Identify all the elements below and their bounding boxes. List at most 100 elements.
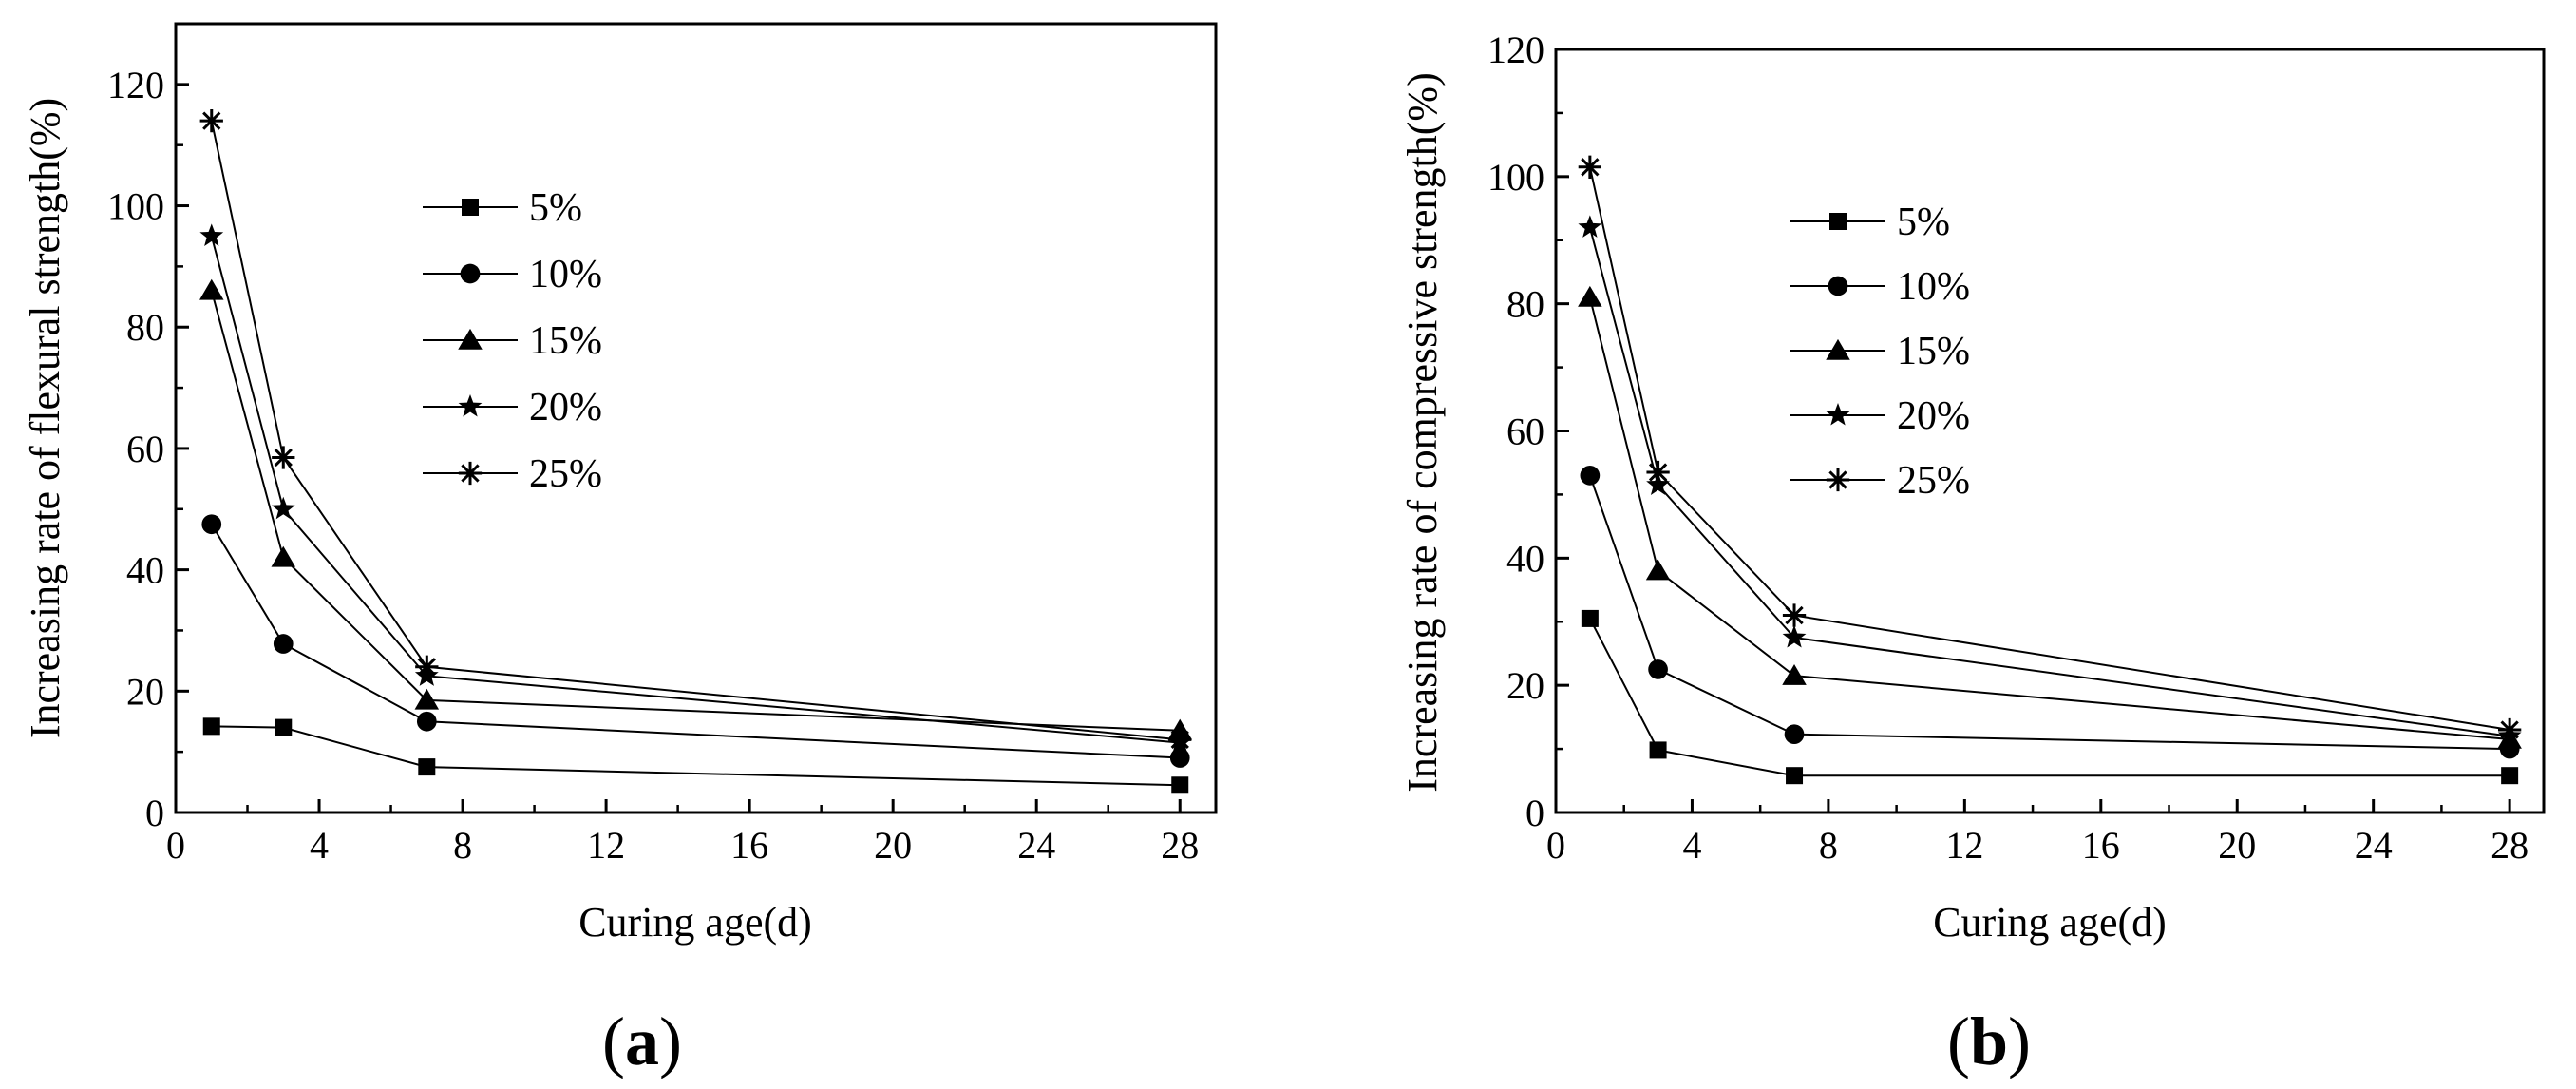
x-axis-title: Curing age(d) — [1933, 899, 2167, 946]
data-point-star — [1578, 215, 1602, 238]
legend-marker-square — [1829, 213, 1847, 230]
y-tick-label: 100 — [107, 185, 164, 228]
data-point-circle — [273, 634, 294, 654]
y-axis-title: Increasing rate of compressive strength(… — [1399, 72, 1446, 792]
data-point-square — [1171, 776, 1189, 794]
data-point-circle — [1648, 659, 1668, 679]
data-point-star — [271, 496, 295, 520]
series-line — [1588, 618, 2510, 777]
legend-marker-asterisk — [1826, 468, 1850, 492]
data-point-triangle — [1578, 285, 1602, 307]
data-point-triangle — [1645, 559, 1671, 581]
series-5pct — [1581, 609, 2519, 785]
data-series — [199, 109, 1192, 794]
legend-item: 15% — [1790, 330, 1970, 373]
y-tick-label: 60 — [126, 428, 164, 470]
data-point-circle — [1784, 724, 1805, 745]
data-point-square — [1786, 767, 1804, 785]
series-line — [210, 290, 1181, 732]
x-tick-label: 16 — [730, 824, 768, 867]
data-point-triangle — [1782, 663, 1807, 685]
legend-item: 15% — [423, 319, 602, 363]
legend-label: 5% — [1897, 201, 1950, 244]
panel-label-close-paren: ) — [2008, 1003, 2031, 1079]
series-line — [1588, 475, 2510, 751]
legend-item: 25% — [1790, 459, 1970, 503]
series-15pct — [1578, 285, 2522, 749]
series-line — [1588, 166, 2510, 731]
x-tick-label: 0 — [166, 824, 185, 867]
legend-item: 5% — [1790, 201, 1950, 244]
legend-label: 25% — [1897, 459, 1970, 503]
data-point-asterisk — [1578, 155, 1602, 179]
series-25pct — [199, 109, 1192, 752]
x-tick-label: 24 — [1017, 824, 1055, 867]
y-tick-label: 80 — [126, 306, 164, 349]
data-series — [1578, 155, 2522, 785]
x-tick-label: 4 — [1682, 824, 1701, 867]
x-tick-label: 16 — [2082, 824, 2120, 867]
legend-item: 10% — [1790, 265, 1970, 309]
legend-marker-square — [462, 199, 479, 216]
chart-panel-b: 0 4 8 12 16 20 24 28 0 20 40 60 80 100 120 5% 10% 15% 20%… — [1399, 29, 2546, 1079]
y-tick-label: 20 — [126, 670, 164, 713]
series-10pct — [201, 514, 1190, 768]
legend-marker-triangle — [1826, 338, 1850, 360]
legend-label: 5% — [529, 186, 582, 230]
legend-label: 10% — [1897, 265, 1970, 309]
series-15pct — [199, 278, 1192, 740]
data-point-asterisk — [272, 446, 295, 469]
series-line — [210, 120, 1181, 741]
data-point-square — [275, 718, 293, 736]
data-point-asterisk — [1782, 603, 1807, 627]
legend-item: 5% — [423, 186, 582, 230]
data-point-asterisk — [415, 655, 439, 678]
data-point-star — [1782, 624, 1807, 648]
chart-panel-a: 0 4 8 12 16 20 24 28 0 20 40 60 80 100 120 5% 10% 15% 20%… — [22, 22, 1218, 1079]
series-20pct — [199, 223, 1192, 754]
y-tick-label: 0 — [1525, 792, 1544, 834]
panel-label-close-paren: ) — [659, 1003, 682, 1079]
legend: 5% 10% 15% 20% 25% — [1790, 201, 1970, 503]
legend-label: 15% — [529, 319, 602, 363]
x-tick-label: 20 — [2218, 824, 2256, 867]
data-point-triangle — [271, 545, 296, 567]
x-tick-label: 0 — [1546, 824, 1565, 867]
data-point-circle — [1580, 465, 1601, 486]
x-tick-label: 8 — [453, 824, 472, 867]
data-point-square — [1649, 741, 1667, 759]
legend-item: 10% — [423, 253, 602, 296]
axis-ticks: 0 4 8 12 16 20 24 28 0 20 40 60 80 100 120 — [1487, 29, 2529, 867]
data-point-circle — [1169, 748, 1190, 768]
y-tick-label: 60 — [1506, 411, 1544, 453]
legend: 5% 10% 15% 20% 25% — [423, 186, 602, 496]
legend-marker-star — [458, 393, 483, 417]
plot-frame — [174, 22, 1218, 814]
data-point-circle — [416, 711, 437, 732]
panel-label-b: (b) — [1947, 1003, 2031, 1079]
x-tick-label: 12 — [1945, 824, 1983, 867]
y-tick-label: 40 — [1506, 537, 1544, 580]
data-point-square — [1581, 609, 1599, 627]
legend-label: 20% — [529, 386, 602, 430]
x-tick-label: 4 — [310, 824, 329, 867]
data-point-asterisk — [2497, 717, 2522, 742]
legend-item: 20% — [423, 386, 602, 430]
x-tick-label: 12 — [587, 824, 625, 867]
legend-label: 10% — [529, 253, 602, 296]
y-tick-label: 120 — [1487, 29, 1544, 71]
series-5pct — [202, 717, 1189, 794]
series-line — [210, 524, 1181, 759]
series-line — [1588, 227, 2510, 737]
series-line — [211, 725, 1181, 787]
panel-label-letter: b — [1970, 1003, 2008, 1079]
axis-ticks: 0 4 8 12 16 20 24 28 0 20 40 60 80 100 120 — [107, 64, 1199, 867]
legend-marker-circle — [1828, 276, 1848, 296]
legend-label: 20% — [1897, 394, 1970, 438]
legend-item: 20% — [1790, 394, 1970, 438]
y-tick-label: 0 — [145, 792, 164, 834]
y-tick-label: 100 — [1487, 156, 1544, 199]
series-10pct — [1580, 465, 2520, 759]
data-point-asterisk — [1168, 728, 1192, 752]
